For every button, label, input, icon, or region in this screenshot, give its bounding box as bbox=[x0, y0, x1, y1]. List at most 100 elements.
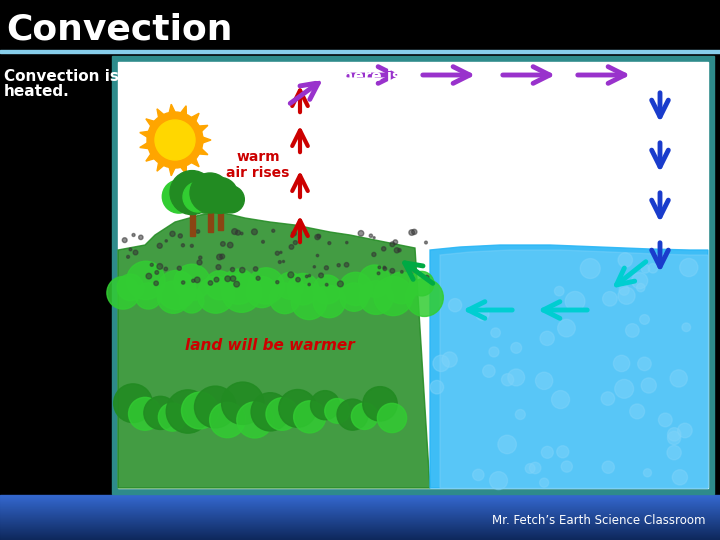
Circle shape bbox=[536, 372, 553, 389]
Polygon shape bbox=[177, 106, 186, 120]
Circle shape bbox=[346, 241, 348, 244]
Circle shape bbox=[253, 267, 258, 271]
Bar bbox=[0, 539, 720, 540]
Circle shape bbox=[430, 380, 444, 394]
Circle shape bbox=[636, 284, 645, 292]
Circle shape bbox=[181, 244, 184, 247]
Circle shape bbox=[150, 263, 153, 266]
Polygon shape bbox=[186, 153, 199, 167]
Bar bbox=[0, 533, 720, 534]
Circle shape bbox=[181, 392, 218, 429]
Bar bbox=[0, 502, 720, 503]
Circle shape bbox=[680, 259, 698, 276]
Bar bbox=[0, 528, 720, 529]
Circle shape bbox=[157, 264, 163, 269]
Bar bbox=[0, 537, 720, 538]
Circle shape bbox=[328, 241, 330, 245]
Bar bbox=[0, 521, 720, 522]
Circle shape bbox=[557, 446, 569, 458]
Circle shape bbox=[132, 233, 135, 237]
Circle shape bbox=[670, 370, 688, 387]
Circle shape bbox=[390, 268, 395, 273]
Circle shape bbox=[135, 283, 161, 309]
Circle shape bbox=[305, 233, 307, 235]
Circle shape bbox=[410, 272, 434, 296]
Circle shape bbox=[291, 284, 327, 320]
Bar bbox=[0, 50, 720, 53]
Circle shape bbox=[630, 404, 644, 419]
Circle shape bbox=[107, 276, 140, 309]
Circle shape bbox=[165, 240, 168, 242]
Circle shape bbox=[157, 281, 189, 313]
Circle shape bbox=[541, 447, 553, 458]
Circle shape bbox=[248, 268, 284, 304]
Circle shape bbox=[313, 266, 315, 268]
Circle shape bbox=[378, 266, 381, 269]
Circle shape bbox=[181, 281, 185, 284]
Bar bbox=[0, 499, 720, 500]
Bar bbox=[189, 208, 194, 236]
Bar bbox=[0, 518, 720, 519]
Circle shape bbox=[225, 276, 230, 281]
Circle shape bbox=[648, 264, 657, 273]
Bar bbox=[0, 527, 720, 528]
Circle shape bbox=[490, 471, 508, 490]
Circle shape bbox=[155, 120, 195, 160]
Circle shape bbox=[561, 461, 572, 472]
Circle shape bbox=[310, 390, 340, 420]
Circle shape bbox=[235, 230, 240, 235]
Bar bbox=[0, 519, 720, 520]
Circle shape bbox=[294, 401, 325, 433]
Circle shape bbox=[189, 180, 222, 213]
Bar bbox=[0, 531, 720, 532]
Circle shape bbox=[154, 281, 158, 286]
Bar bbox=[0, 500, 720, 501]
Circle shape bbox=[642, 265, 649, 273]
Polygon shape bbox=[186, 113, 199, 127]
Bar bbox=[0, 513, 720, 514]
Polygon shape bbox=[118, 212, 430, 488]
Circle shape bbox=[525, 464, 535, 474]
Circle shape bbox=[313, 285, 346, 318]
Bar bbox=[0, 532, 720, 533]
Text: land will be warmer: land will be warmer bbox=[185, 338, 355, 353]
Bar bbox=[0, 538, 720, 539]
Circle shape bbox=[316, 254, 319, 256]
Bar bbox=[207, 207, 212, 232]
Circle shape bbox=[449, 299, 462, 312]
Circle shape bbox=[147, 112, 203, 168]
Bar bbox=[0, 529, 720, 530]
Circle shape bbox=[230, 276, 235, 281]
Circle shape bbox=[603, 292, 617, 306]
Circle shape bbox=[157, 243, 162, 248]
Bar bbox=[0, 509, 720, 510]
Circle shape bbox=[540, 331, 554, 346]
Circle shape bbox=[221, 269, 256, 304]
Text: Convection: Convection bbox=[6, 12, 233, 46]
Bar bbox=[0, 496, 720, 497]
Circle shape bbox=[216, 265, 221, 269]
Circle shape bbox=[382, 247, 386, 251]
Circle shape bbox=[377, 272, 380, 275]
Bar bbox=[0, 523, 720, 524]
Circle shape bbox=[237, 402, 273, 438]
Circle shape bbox=[613, 355, 630, 372]
Polygon shape bbox=[157, 109, 168, 124]
Circle shape bbox=[114, 384, 153, 423]
Circle shape bbox=[276, 272, 303, 299]
Circle shape bbox=[359, 265, 391, 297]
Circle shape bbox=[275, 251, 279, 255]
Circle shape bbox=[194, 386, 236, 428]
Circle shape bbox=[308, 284, 310, 286]
Circle shape bbox=[129, 397, 161, 430]
Circle shape bbox=[565, 292, 585, 311]
Bar bbox=[0, 520, 720, 521]
Circle shape bbox=[425, 241, 428, 244]
Circle shape bbox=[207, 182, 237, 212]
Circle shape bbox=[558, 319, 575, 337]
Circle shape bbox=[197, 276, 234, 313]
Bar bbox=[0, 516, 720, 517]
Circle shape bbox=[659, 413, 672, 427]
Circle shape bbox=[271, 230, 275, 232]
Circle shape bbox=[117, 274, 143, 301]
